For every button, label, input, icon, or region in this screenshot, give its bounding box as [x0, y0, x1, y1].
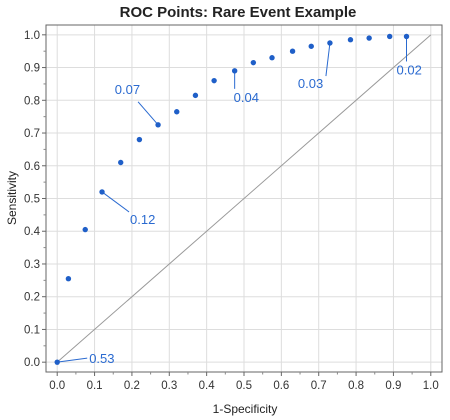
x-tick-label: 0.3	[161, 380, 177, 392]
grid	[46, 25, 442, 372]
y-tick-label: 0.6	[24, 161, 40, 173]
roc-point	[386, 33, 393, 40]
x-tick-label: 0.4	[199, 380, 216, 392]
roc-point	[192, 92, 199, 99]
roc-point	[155, 122, 161, 128]
annotation-leader	[57, 357, 88, 363]
y-tick-label: 0.3	[24, 259, 40, 271]
roc-point	[211, 77, 217, 84]
x-tick-label: 0.9	[385, 380, 401, 392]
y-axis: 0.0 0.1 0.2 0.3 0.4 0.5 0.6 0.7 0.8 0.9 1.0	[24, 30, 46, 369]
roc-point	[99, 189, 105, 195]
x-axis-title: 1-Specificity	[213, 402, 278, 416]
y-tick-label: 0.4	[24, 226, 41, 238]
annotation-label: 0.04	[234, 90, 259, 105]
roc-point	[174, 109, 180, 115]
y-tick-label: 0.1	[24, 324, 40, 336]
roc-point	[82, 226, 88, 233]
chart-title: ROC Points: Rare Event Example	[120, 4, 357, 21]
roc-point	[308, 43, 314, 49]
roc-point	[347, 37, 354, 43]
roc-point	[65, 276, 72, 282]
x-tick-label: 0.5	[236, 380, 252, 392]
y-tick-label: 0.5	[24, 194, 40, 206]
reference-diagonal-line	[56, 34, 432, 363]
annotation-leader	[325, 42, 331, 77]
y-tick-label: 0.0	[24, 357, 40, 369]
annotation-leader	[101, 191, 130, 213]
x-tick-label: 0.1	[87, 380, 103, 392]
y-tick-label: 0.9	[24, 63, 40, 75]
x-tick-label: 0.7	[311, 380, 327, 392]
roc-point	[118, 159, 124, 166]
roc-point	[327, 40, 333, 46]
x-tick-label: 0.2	[124, 380, 140, 392]
roc-point	[54, 359, 60, 365]
annotation-label: 0.53	[89, 351, 114, 366]
data-points	[54, 33, 410, 365]
roc-point	[403, 33, 410, 40]
x-tick-label: 1.0	[423, 380, 439, 392]
roc-point	[366, 35, 372, 41]
annotation-label: 0.07	[115, 82, 140, 97]
y-axis-title: Sensitivity	[5, 171, 19, 225]
roc-point	[289, 48, 296, 54]
x-tick-label: 0.8	[348, 380, 364, 392]
x-tick-label: 0.0	[49, 380, 65, 392]
roc-point	[136, 136, 143, 143]
annotation-label: 0.02	[397, 62, 422, 77]
y-tick-label: 0.2	[24, 292, 40, 304]
annotation-leader	[137, 101, 159, 126]
annotation-label: 0.03	[298, 76, 323, 91]
x-tick-label: 0.6	[273, 380, 289, 392]
roc-point	[250, 59, 257, 66]
roc-point	[269, 55, 275, 61]
y-tick-label: 1.0	[24, 30, 40, 42]
y-tick-label: 0.8	[24, 95, 40, 107]
annotations: 0.53 0.12 0.07 0.04 0.03 0.02	[57, 36, 422, 366]
roc-point	[231, 68, 238, 74]
y-tick-label: 0.7	[24, 128, 40, 140]
annotation-label: 0.12	[130, 212, 155, 227]
x-axis: 0.0 0.1 0.2 0.3 0.4 0.5 0.6 0.7 0.8 0.9 1.0	[49, 372, 439, 392]
